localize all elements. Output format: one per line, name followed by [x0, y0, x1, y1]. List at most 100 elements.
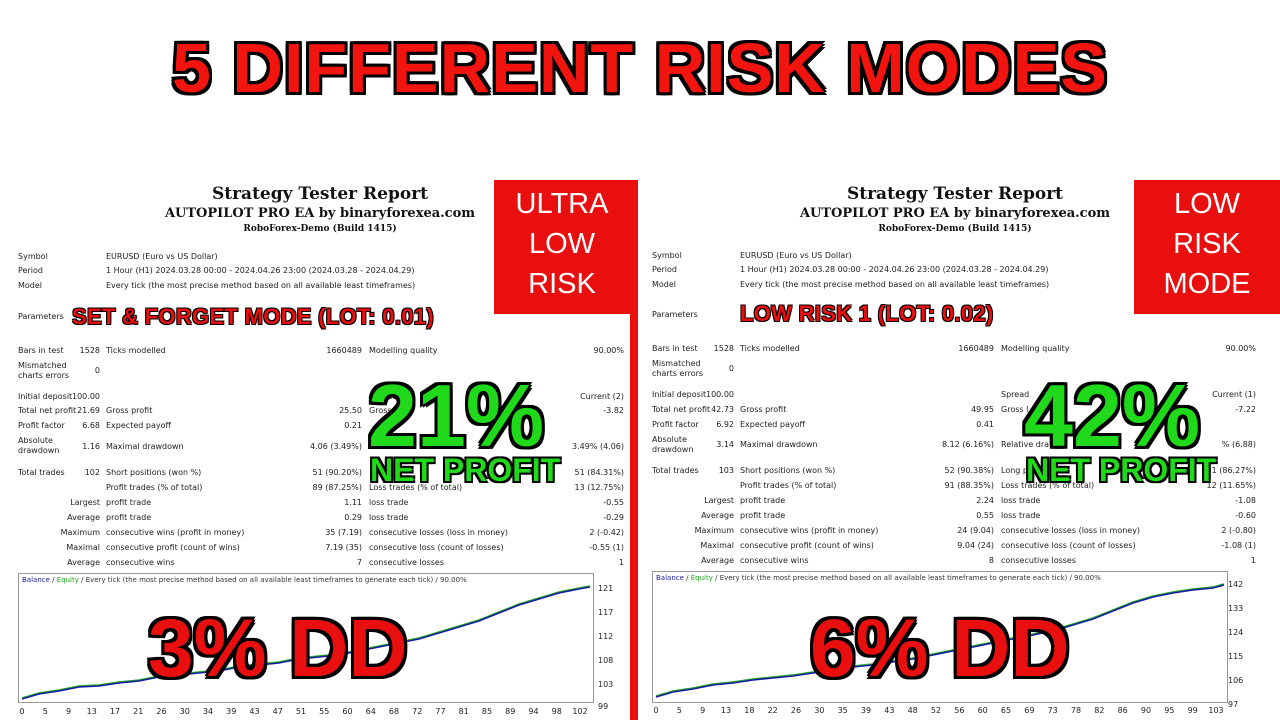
maximal-label: Maximal [66, 543, 100, 552]
expected-payoff-value: 0.21 [344, 421, 362, 430]
build-label: RoboForex-Demo (Build 1415) [878, 224, 1032, 234]
loss-trades-label: Loss trades (% of total) [369, 483, 463, 492]
balance-chart: Balance / Equity / Every tick (the most … [652, 571, 1228, 703]
short-label: Short positions (won %) [106, 468, 202, 477]
profit-trades-label: Profit trades (% of total) [740, 481, 837, 490]
initial-deposit-label: Initial deposit [652, 390, 707, 399]
avg-cons-losses-label: consecutive losses [1001, 556, 1077, 565]
y-tick: 115 [1228, 652, 1244, 661]
avg-loss-value: -0.29 [603, 513, 624, 522]
gross-loss-label: Gross [369, 406, 392, 415]
x-tick: 9 [700, 706, 706, 715]
quality-value: 90.00% [593, 346, 624, 355]
x-tick: 47 [272, 707, 283, 716]
y-tick: 97 [1228, 700, 1239, 709]
mismatched-label: Mismatched charts errors [652, 359, 704, 378]
largest-label: Largest [704, 496, 734, 505]
x-tick: 5 [42, 707, 48, 716]
avg-profit-value: 0.29 [344, 513, 362, 522]
total-trades-value: 102 [84, 468, 100, 477]
drawdown-overlay: 3% DD [148, 603, 408, 694]
balance-line [21, 586, 591, 700]
parameters-label: Parameters [18, 312, 64, 321]
spread-value: Current (1) [1212, 390, 1256, 399]
total-trades-label: Total trades [652, 466, 699, 475]
x-tick: 30 [814, 706, 825, 715]
x-tick: 77 [435, 707, 446, 716]
rel-dd-label: Relative drawd [1001, 440, 1061, 449]
short-value: 52 (90.38%) [944, 466, 994, 475]
rel-dd-label: R [369, 442, 375, 451]
largest-profit-value: 1.11 [344, 498, 362, 507]
maximal-profit-value: 7.19 (35) [325, 543, 362, 552]
profit-trades-value: 91 (88.35%) [944, 481, 994, 490]
legend-description: / Every tick (the most precise method ba… [81, 576, 467, 584]
balance-line [655, 584, 1225, 698]
x-tick: 94 [528, 707, 539, 716]
avg-cons-losses-value: 1 [618, 558, 624, 567]
max-dd-value: 4.06 (3.49%) [309, 442, 362, 451]
profit-trades-value: 89 (87.25%) [312, 483, 362, 492]
y-tick: 112 [598, 632, 614, 641]
net-profit-label: Total net profit [652, 405, 711, 414]
maximal-profit-label: consecutive profit (count of wins) [740, 541, 874, 550]
x-tick: 9 [65, 707, 72, 716]
x-tick: 18 [744, 706, 755, 715]
rel-dd-value: 3.49% (4.06) [571, 442, 624, 451]
risk-badge: LOW RISK MODE [1134, 180, 1280, 314]
x-tick: 85 [481, 707, 493, 716]
ea-title: AUTOPILOT PRO EA by binaryforexea.com [799, 206, 1111, 221]
ticks-value: 1660489 [326, 346, 362, 355]
maximal-profit-label: consecutive profit (count of wins) [106, 543, 240, 552]
x-tick: 17 [109, 707, 121, 716]
report-panel-left: Strategy Tester Report AUTOPILOT PRO EA … [0, 180, 638, 720]
bars-label: Bars in test [18, 346, 64, 355]
initial-deposit-label: Initial deposit [18, 392, 73, 401]
symbol-value: EURUSD (Euro vs US Dollar) [740, 251, 852, 260]
max-cons-losses-label: consecutive losses (loss in money) [369, 528, 509, 537]
x-tick: 0 [19, 707, 25, 716]
max-cons-wins-value: 35 (7.19) [325, 528, 362, 537]
largest-profit-label: profit trade [740, 496, 786, 505]
profit-factor-label: Profit factor [18, 421, 65, 430]
balance-chart-svg [655, 583, 1225, 698]
gross-profit-value: 49.95 [971, 405, 994, 414]
avg-profit-value: 0.55 [976, 511, 994, 520]
net-profit-value: 21.69 [77, 406, 100, 415]
max-cons-losses-value: 2 (-0.42) [589, 528, 624, 537]
net-profit-label: Total net profit [18, 406, 77, 415]
largest-loss-value: -0.55 [603, 498, 624, 507]
max-cons-losses-value: 2 (-0.80) [1221, 526, 1256, 535]
x-tick: 35 [837, 706, 848, 715]
parameters-label: Parameters [652, 310, 698, 319]
total-trades-label: Total trades [18, 468, 65, 477]
bars-value: 1528 [713, 344, 734, 353]
net-profit-percent: 42% [1024, 366, 1201, 465]
long-value: 51 (86.27%) [1206, 466, 1256, 475]
symbol-value: EURUSD (Euro vs US Dollar) [106, 252, 218, 261]
avg-cons-losses-label: consecutive losses [369, 558, 445, 567]
expected-payoff-label: Expected payoff [740, 420, 805, 429]
x-tick: 86 [1117, 706, 1128, 715]
net-profit-percent: 21% [368, 366, 545, 465]
equity-line [21, 585, 591, 699]
x-tick: 55 [319, 707, 330, 716]
initial-deposit-value: 100.00 [72, 392, 100, 401]
x-tick: 51 [295, 707, 307, 716]
average-label: Average [67, 513, 100, 522]
x-tick: 65 [1000, 706, 1012, 715]
badge-line: MODE [1163, 268, 1251, 300]
expected-payoff-label: Expected payoff [106, 421, 171, 430]
x-tick: 95 [1164, 706, 1175, 715]
parameters-overlay: SET & FORGET MODE (LOT: 0.01) [72, 304, 434, 329]
x-tick: 64 [365, 707, 376, 716]
spread-label: Spread [1001, 390, 1030, 399]
spread-label: Spread [369, 392, 398, 401]
balance-chart-svg [21, 585, 591, 700]
profit-factor-label: Profit factor [652, 420, 699, 429]
max-dd-label: Maximal drawdown [106, 442, 184, 451]
largest-loss-label: loss trade [369, 498, 409, 507]
badge-line: RISK [528, 268, 596, 300]
maximal-loss-label: consecutive loss (count of losses) [1001, 541, 1136, 550]
avg-cons-wins-value: 7 [356, 558, 362, 567]
